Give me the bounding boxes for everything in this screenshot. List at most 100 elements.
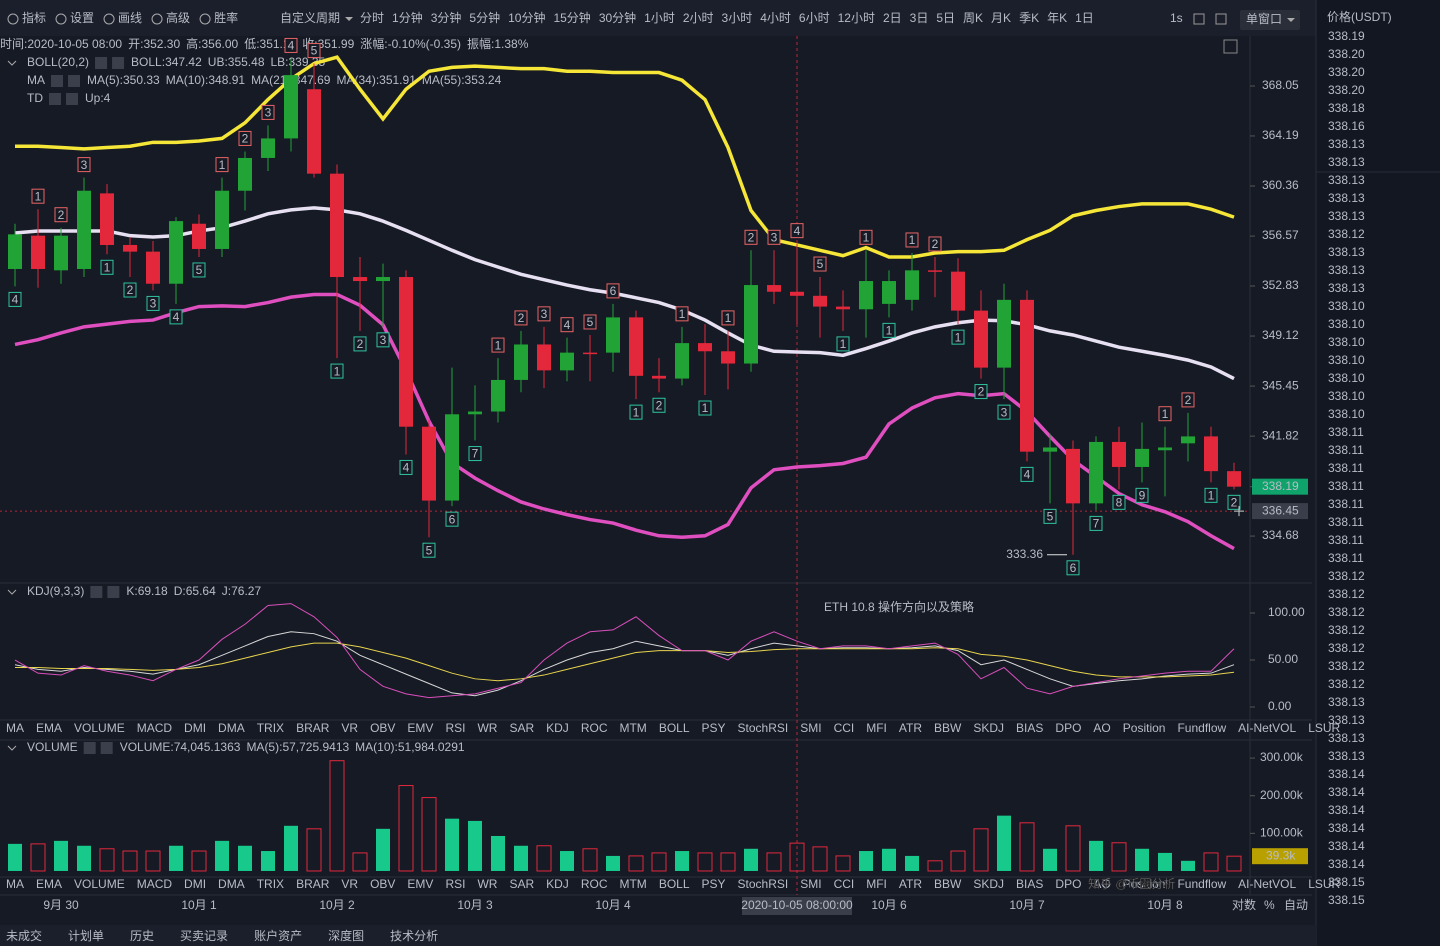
indicator-tab[interactable]: Fundflow (1177, 877, 1226, 891)
indicator-tab[interactable]: VR (341, 721, 358, 735)
period-button[interactable]: 年K (1047, 11, 1067, 25)
indicator-tab[interactable]: BRAR (296, 721, 330, 735)
tool-button[interactable]: 画线 (118, 11, 142, 25)
indicator-tab[interactable]: KDJ (546, 877, 569, 891)
period-button[interactable]: 1分钟 (392, 10, 423, 25)
indicator-tab[interactable]: ATR (899, 721, 922, 735)
period-button[interactable]: 3分钟 (431, 10, 462, 25)
settings-icon[interactable] (90, 586, 103, 598)
indicator-tab[interactable]: RSI (445, 877, 465, 891)
indicator-tab[interactable]: EMV (407, 877, 433, 891)
indicator-tab[interactable]: MFI (866, 877, 887, 891)
tool-button[interactable]: 胜率 (214, 10, 238, 25)
indicator-tab[interactable]: Position (1123, 877, 1166, 891)
period-button[interactable]: 2日 (883, 11, 902, 25)
bottom-tab[interactable]: 技术分析 (390, 929, 438, 943)
indicator-tab[interactable]: BIAS (1016, 877, 1043, 891)
indicator-tab[interactable]: Position (1123, 721, 1166, 735)
indicator-tab[interactable]: KDJ (546, 721, 569, 735)
period-button[interactable]: 1小时 (644, 11, 675, 25)
indicator-tab[interactable]: Fundflow (1177, 721, 1226, 735)
indicator-tab[interactable]: MTM (619, 877, 646, 891)
indicator-tab[interactable]: EMA (36, 877, 62, 891)
indicator-tab[interactable]: AO (1093, 721, 1110, 735)
indicator-tab[interactable]: DPO (1055, 877, 1081, 891)
close-icon[interactable] (68, 75, 80, 87)
indicator-tab[interactable]: BOLL (659, 721, 690, 735)
indicator-tab[interactable]: SKDJ (973, 877, 1004, 891)
indicator-tab[interactable]: StochRSI (738, 721, 789, 735)
period-button[interactable]: 2小时 (683, 11, 714, 25)
indicator-tab[interactable]: SMI (800, 721, 821, 735)
period-button[interactable]: 周K (963, 11, 983, 25)
indicator-tab[interactable]: VOLUME (74, 877, 125, 891)
tool-button[interactable]: 设置 (70, 11, 94, 25)
indicator-tab[interactable]: BRAR (296, 877, 330, 891)
bottom-tab[interactable]: 深度图 (328, 928, 364, 943)
period-button[interactable]: 自定义周期 (280, 10, 340, 25)
period-button[interactable]: 3日 (910, 11, 929, 25)
indicator-tab[interactable]: VOLUME (74, 721, 125, 735)
period-button[interactable]: 15分钟 (553, 10, 590, 25)
period-button[interactable]: 分时 (360, 11, 384, 25)
window-button[interactable] (1240, 10, 1300, 30)
indicator-tab[interactable]: AO (1093, 877, 1110, 891)
indicator-tab[interactable]: VR (341, 877, 358, 891)
indicator-tab[interactable]: TRIX (257, 877, 284, 891)
settings-icon[interactable] (51, 75, 63, 87)
period-button[interactable]: 5日 (936, 11, 955, 25)
indicator-tab[interactable]: EMA (36, 721, 62, 735)
indicator-tab[interactable]: DMA (218, 877, 245, 891)
settings-icon[interactable] (83, 742, 96, 754)
indicator-tab[interactable]: EMV (407, 721, 433, 735)
bottom-tab[interactable]: 账户资产 (254, 928, 302, 943)
close-icon[interactable] (112, 57, 125, 69)
close-icon[interactable] (66, 93, 78, 105)
scale-button[interactable]: % (1264, 898, 1275, 912)
indicator-tab[interactable]: ATR (899, 877, 922, 891)
period-button[interactable]: 1日 (1075, 11, 1094, 25)
indicator-tab[interactable]: MACD (137, 721, 173, 735)
indicator-tab[interactable]: WR (477, 877, 497, 891)
period-button[interactable]: 3小时 (722, 11, 753, 25)
settings-icon[interactable] (49, 93, 61, 105)
period-button[interactable]: 月K (991, 11, 1011, 25)
indicator-tab[interactable]: SMI (800, 877, 821, 891)
indicator-tab[interactable]: PSY (702, 721, 726, 735)
indicator-tab[interactable]: DMI (184, 721, 206, 735)
indicator-tab[interactable]: MA (6, 877, 24, 891)
indicator-tab[interactable]: BOLL (659, 877, 690, 891)
period-button[interactable]: 5分钟 (469, 10, 500, 25)
tool-button[interactable]: 指标 (22, 10, 46, 25)
close-icon[interactable] (100, 742, 113, 754)
indicator-tab[interactable]: StochRSI (738, 877, 789, 891)
indicator-tab[interactable]: OBV (370, 877, 395, 891)
indicator-tab[interactable]: CCI (834, 877, 855, 891)
tool-button[interactable]: 高级 (166, 10, 190, 25)
indicator-tab[interactable]: OBV (370, 721, 395, 735)
indicator-tab[interactable]: SKDJ (973, 721, 1004, 735)
indicator-tab[interactable]: WR (477, 721, 497, 735)
indicator-tab[interactable]: SAR (509, 877, 534, 891)
indicator-tab[interactable]: BBW (934, 721, 962, 735)
indicator-tab[interactable]: LSUR (1308, 877, 1340, 891)
indicator-tab[interactable]: AI-NetVOL (1238, 721, 1296, 735)
period-button[interactable]: 季K (1019, 11, 1039, 25)
indicator-tab[interactable]: DPO (1055, 721, 1081, 735)
indicator-tab[interactable]: LSUR (1308, 721, 1340, 735)
scale-button[interactable]: 自动 (1284, 898, 1308, 912)
indicator-tab[interactable]: DMI (184, 877, 206, 891)
period-button[interactable]: 6小时 (799, 11, 830, 25)
close-icon[interactable] (107, 586, 120, 598)
indicator-tab[interactable]: SAR (509, 721, 534, 735)
bottom-tab[interactable]: 买卖记录 (180, 929, 228, 943)
indicator-tab[interactable]: ROC (581, 877, 608, 891)
indicator-tab[interactable]: MTM (619, 721, 646, 735)
indicator-tab[interactable]: MACD (137, 877, 173, 891)
period-button[interactable]: 30分钟 (599, 10, 636, 25)
indicator-tab[interactable]: MA (6, 721, 24, 735)
scale-button[interactable]: 对数 (1232, 897, 1256, 912)
indicator-tab[interactable]: MFI (866, 721, 887, 735)
indicator-tab[interactable]: RSI (445, 721, 465, 735)
indicator-tab[interactable]: TRIX (257, 721, 284, 735)
